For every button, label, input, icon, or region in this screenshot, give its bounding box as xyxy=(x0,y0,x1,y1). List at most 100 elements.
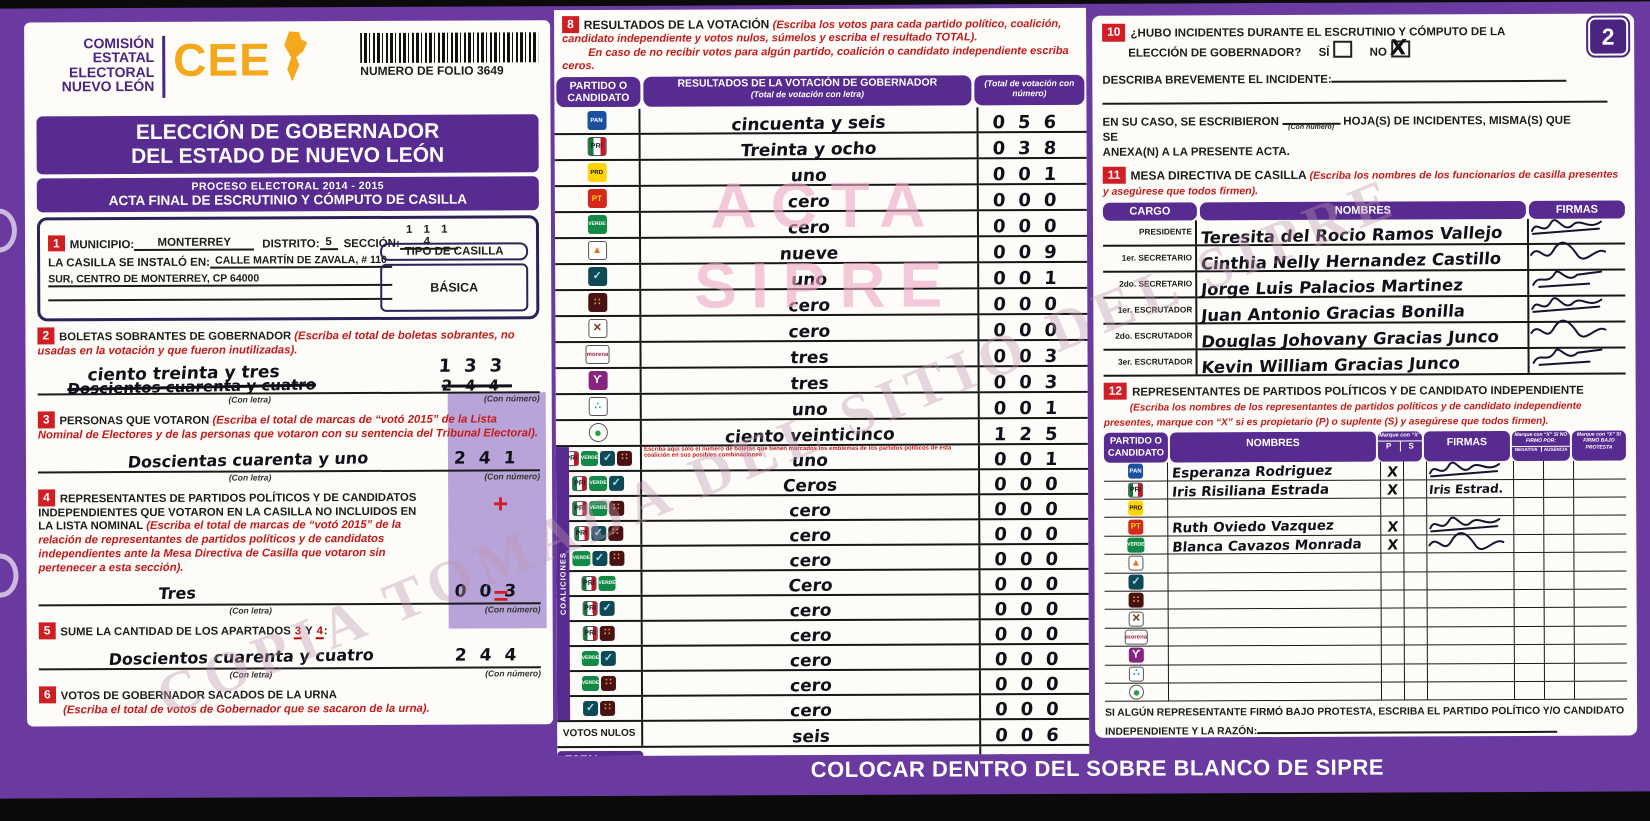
signature-scribble xyxy=(1428,532,1505,550)
section-6-note: (Escriba el total de votos de Gobernador… xyxy=(63,702,430,717)
handwritten-numero: 000 xyxy=(992,189,1071,211)
cargo-header: CARGO xyxy=(1102,201,1197,221)
pd-party-logo-icon: ∷ xyxy=(608,500,624,516)
bajo-protesta-cell xyxy=(1574,498,1626,516)
verde-party-logo-icon: VERDE xyxy=(589,475,607,491)
no-checkbox: X xyxy=(1389,35,1410,60)
vote-table-header: PARTIDO O CANDIDATO RESULTADOS DE LA VOTA… xyxy=(554,74,1086,107)
numero-cell: 000 xyxy=(978,544,1089,570)
mesa-row: 2do. ESCRUTADOR Douglas Johovany Gracias … xyxy=(1103,319,1626,352)
nombre-cell: Ruth Oviedo Vazquez xyxy=(1168,517,1382,537)
letra-cell: cero xyxy=(643,670,979,696)
no-firmo-cell xyxy=(1514,626,1545,645)
propietario-x-mark: X xyxy=(1386,482,1399,499)
hojas-blank: (Con número) xyxy=(1282,110,1341,131)
pd-party-logo-icon: ∷ xyxy=(600,700,616,716)
no-firmo-cell xyxy=(1514,479,1545,498)
section-8-note2: En caso de no recibir votos para algún p… xyxy=(562,44,1069,73)
suplente-cell xyxy=(1404,627,1428,645)
party-cell: PT xyxy=(554,186,641,211)
firma-cell xyxy=(1427,663,1515,682)
pri-party-logo-icon: PRI xyxy=(582,625,598,641)
ph-party-logo-icon: ϒ xyxy=(1128,648,1144,664)
title-line2: DEL ESTADO DE NUEVO LEÓN xyxy=(131,143,445,168)
acta-subtitle-band: PROCESO ELECTORAL 2014 - 2015 ACTA FINAL… xyxy=(36,176,539,213)
morena-party-logo-icon: morena xyxy=(585,345,610,365)
propietario-cell xyxy=(1381,664,1405,682)
org-line: ESTATAL xyxy=(92,49,155,66)
letra-cell: cero xyxy=(641,211,977,238)
handwritten-numero: 244 xyxy=(453,645,530,666)
nombre-cell xyxy=(1168,627,1382,646)
suplente-cell xyxy=(1404,480,1428,498)
pd-party-logo-icon: ∷ xyxy=(1128,592,1144,608)
letra-cell: ciento veinticinco xyxy=(642,419,978,447)
firmo-bajo-protesta-note: SI ALGÚN REPRESENTANTE FIRMÓ BAJO PROTES… xyxy=(1105,705,1625,738)
coalition-vote-row: PRI VERDE ✓ Ceros 000 xyxy=(556,469,1089,497)
firma-cell xyxy=(1527,270,1626,295)
propietario-x-mark: X xyxy=(1386,519,1399,536)
verde-party-logo-icon: VERDE xyxy=(581,675,600,691)
numero-cell: 003 xyxy=(977,340,1088,367)
signature-scribble xyxy=(1429,517,1501,533)
numero-cell: 000 xyxy=(978,594,1089,620)
incident-blank-line xyxy=(1331,67,1567,83)
handwritten-numero: 003 xyxy=(992,345,1071,367)
con-letra-label: (Con letra) xyxy=(229,604,272,616)
propietario-x-mark: X xyxy=(1386,463,1399,481)
con-letra-label: (Con letra) xyxy=(228,471,272,483)
party-cell: morena xyxy=(555,342,642,367)
firma-cell xyxy=(1427,571,1515,590)
representative-row: PAN Esperanza Rodriguez X xyxy=(1104,460,1627,482)
na-party-logo-icon: ✓ xyxy=(600,650,616,666)
suplente-cell xyxy=(1404,682,1429,700)
representative-row: morena xyxy=(1104,626,1627,647)
suplente-cell xyxy=(1404,572,1428,590)
party-cell: PRI xyxy=(554,134,641,159)
coaliciones-strip: COALICIONES xyxy=(555,446,571,720)
handwritten-numero: 000 xyxy=(993,548,1072,570)
handwritten-letra: Doscientas cuarenta y uno xyxy=(127,448,370,472)
party-cell: PRD xyxy=(1104,499,1169,518)
section-8-header: 8 RESULTADOS DE LA VOTACIÓN (Escriba los … xyxy=(554,12,1086,76)
party-cell: VERDE xyxy=(554,212,642,237)
section-11-title: MESA DIRECTIVA DE CASILLA xyxy=(1130,167,1310,183)
ausencia-cell xyxy=(1544,681,1576,700)
tipo-casilla-label: TIPO DE CASILLA xyxy=(380,242,529,261)
firma-cell xyxy=(1426,461,1515,480)
ausencia-cell xyxy=(1544,571,1575,589)
numero-cell: 038 xyxy=(976,132,1087,159)
election-title-band: ELECCIÓN DE GOBERNADOR DEL ESTADO DE NUE… xyxy=(36,114,539,175)
na-party-logo-icon: ✓ xyxy=(600,450,616,466)
verde-party-logo-icon: VERDE xyxy=(598,575,616,591)
representative-row: ϒ xyxy=(1104,644,1627,666)
na-party-logo-icon: ✓ xyxy=(608,475,624,491)
numero-cell: 001 xyxy=(976,158,1087,185)
nombre-cell xyxy=(1168,664,1382,683)
propietario-x-mark: X xyxy=(1386,537,1399,554)
ausencia-cell xyxy=(1544,516,1575,534)
cargo-label: PRESIDENTE xyxy=(1102,220,1198,245)
numero-cell: 006 xyxy=(979,719,1090,746)
firma-cell xyxy=(1527,319,1626,347)
party-cell: PAN xyxy=(1104,462,1169,481)
header: COMISIÓN ESTATAL ELECTORAL NUEVO LEÓN CE… xyxy=(36,28,539,112)
letra-cell: cero xyxy=(643,620,979,646)
ausencia-cell xyxy=(1544,626,1575,645)
handwritten-numero: 000 xyxy=(992,319,1071,341)
handwritten-numero: 001 xyxy=(993,397,1072,419)
bajo-protesta-cell xyxy=(1574,516,1626,534)
propietario-cell xyxy=(1381,553,1405,572)
handwritten-numero: 009 xyxy=(992,241,1071,263)
representative-row: VERDE Blanca Cavazos Monrada X xyxy=(1104,532,1627,556)
distrito-label: DISTRITO: xyxy=(262,238,320,251)
sobre-blanco-banner: COLOCAR DENTRO DEL SOBRE BLANCO DE SIPRE xyxy=(810,754,1385,783)
con-numero-label: (Con número) xyxy=(484,603,541,615)
representative-row: PT Ruth Oviedo Vazquez X xyxy=(1104,515,1627,537)
con-letra-label: (Con letra) xyxy=(229,669,273,680)
numero-cell: 125 xyxy=(977,418,1088,445)
mesa-row: 2do. SECRETARIO Jorge Luis Palacios Marti… xyxy=(1103,270,1626,300)
letra-cell: cero xyxy=(642,520,978,546)
letra-cell: tres xyxy=(642,367,978,394)
cee-logo: CEE xyxy=(173,33,271,86)
